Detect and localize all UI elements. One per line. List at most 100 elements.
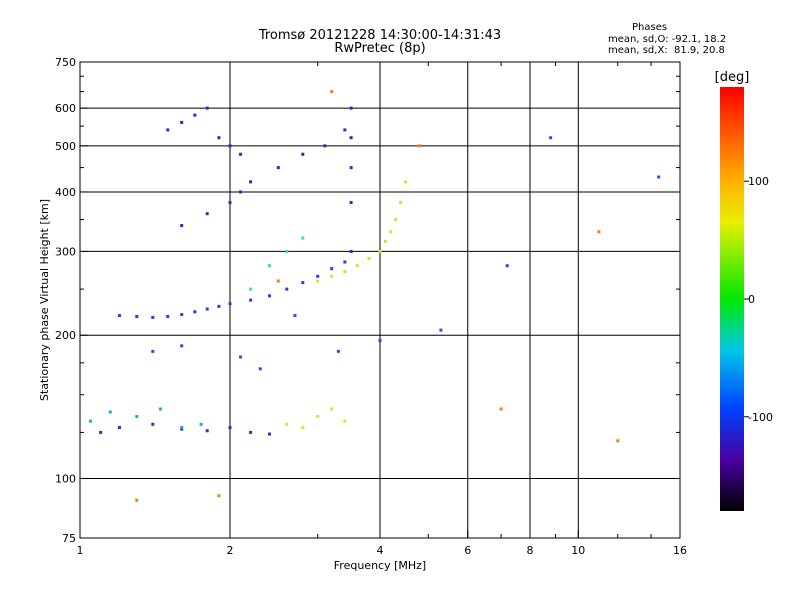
x-tick-label: 16 — [673, 544, 687, 557]
data-point — [316, 414, 320, 418]
data-point — [301, 425, 305, 429]
data-point — [158, 407, 162, 411]
colorbar-label: [deg] — [715, 70, 750, 85]
data-point — [267, 432, 271, 436]
x-tick-label: 4 — [377, 544, 384, 557]
data-point — [399, 201, 403, 205]
data-point — [349, 201, 353, 205]
data-point — [117, 314, 121, 318]
data-point — [285, 422, 289, 426]
y-tick-label: 500 — [55, 140, 76, 153]
data-point — [439, 328, 443, 332]
data-point — [108, 410, 112, 414]
data-point — [205, 212, 209, 216]
data-point — [323, 144, 327, 148]
phases-heading: Phases — [632, 22, 668, 33]
data-point — [258, 367, 262, 371]
data-point — [285, 287, 289, 291]
x-tick-label: 2 — [227, 544, 234, 557]
data-point — [343, 419, 347, 423]
data-point — [249, 287, 253, 291]
data-point — [249, 298, 253, 302]
data-point — [180, 313, 184, 317]
data-point — [349, 166, 353, 170]
data-point — [267, 264, 271, 268]
data-point — [193, 310, 197, 314]
data-point — [217, 494, 221, 498]
y-axis-label: Stationary phase Virtual Height [km] — [38, 199, 51, 401]
data-point — [228, 425, 232, 429]
y-tick-label: 400 — [55, 186, 76, 199]
data-point — [330, 407, 334, 411]
data-point — [239, 355, 243, 359]
y-tick-label: 200 — [55, 329, 76, 342]
data-point — [228, 302, 232, 306]
data-point — [217, 304, 221, 308]
data-point — [301, 281, 305, 285]
phases-x-stats: mean, sd,X: 81.9, 20.8 — [608, 45, 725, 56]
data-point — [349, 136, 353, 140]
colorbar-tick-label: 0 — [748, 293, 755, 306]
chart-title: Tromsø 20121228 14:30:00-14:31:43 — [258, 28, 502, 43]
data-point — [403, 180, 407, 184]
colorbar-tick-label: -100 — [748, 411, 773, 424]
data-point — [239, 152, 243, 156]
data-point — [276, 279, 280, 283]
data-point — [355, 264, 359, 268]
data-point — [301, 152, 305, 156]
data-point — [316, 274, 320, 278]
data-point — [217, 136, 221, 140]
data-point — [135, 498, 139, 502]
data-point — [394, 218, 398, 222]
data-point — [383, 239, 387, 243]
data-point — [117, 425, 121, 429]
data-point — [316, 279, 320, 283]
data-point — [499, 407, 503, 411]
data-point — [330, 90, 334, 94]
x-tick-label: 10 — [571, 544, 585, 557]
data-point — [330, 274, 334, 278]
data-point — [343, 128, 347, 132]
y-tick-label: 750 — [55, 56, 76, 69]
data-point — [349, 249, 353, 253]
data-point — [151, 349, 155, 353]
data-point — [166, 314, 170, 318]
y-tick-label: 300 — [55, 245, 76, 258]
data-point — [180, 224, 184, 228]
data-point — [151, 315, 155, 319]
data-point — [389, 230, 393, 234]
x-axis-label: Frequency [MHz] — [334, 559, 426, 572]
data-point — [549, 136, 553, 140]
data-point — [239, 190, 243, 194]
x-tick-label: 1 — [77, 544, 84, 557]
data-point — [249, 430, 253, 434]
y-tick-label: 100 — [55, 473, 76, 486]
data-point — [336, 349, 340, 353]
data-point — [180, 425, 184, 429]
data-point — [367, 256, 371, 260]
data-point — [89, 419, 93, 423]
data-point — [301, 236, 305, 240]
data-point — [505, 264, 509, 268]
data-point — [205, 106, 209, 110]
data-point — [205, 307, 209, 311]
y-tick-label: 600 — [55, 102, 76, 115]
plot-frame — [79, 61, 681, 539]
data-point — [166, 128, 170, 132]
data-point — [597, 230, 601, 234]
y-tick-label: 75 — [62, 532, 76, 545]
data-point — [228, 144, 232, 148]
data-point — [199, 422, 203, 426]
data-point — [135, 314, 139, 318]
data-point — [330, 267, 334, 271]
data-point — [616, 439, 620, 443]
phases-o-stats: mean, sd,O: -92.1, 18.2 — [608, 34, 727, 45]
data-point — [293, 314, 297, 318]
data-point — [378, 338, 382, 342]
data-point — [193, 113, 197, 117]
data-point — [417, 144, 421, 148]
data-point — [267, 294, 271, 298]
data-point — [99, 430, 103, 434]
colorbar-tick-label: 100 — [748, 175, 769, 188]
